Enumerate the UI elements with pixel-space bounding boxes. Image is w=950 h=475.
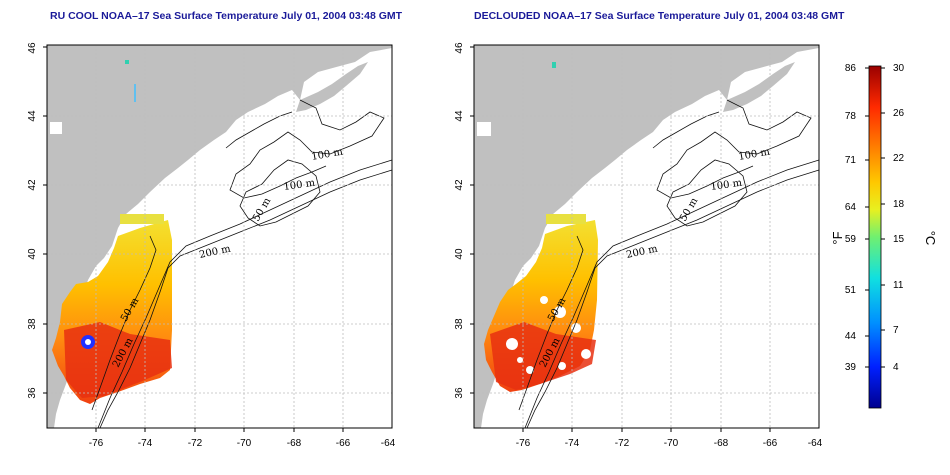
right-panel-title: DECLOUDED NOAA–17 Sea Surface Temperatur… [474, 10, 845, 22]
lat-tick: 40 [454, 248, 465, 260]
f-tick: 71 [845, 155, 857, 166]
lat-tick: 46 [27, 42, 38, 54]
lat-tick: 44 [454, 110, 465, 122]
bathymetry-contours [518, 99, 820, 429]
c-tick: 15 [893, 234, 905, 245]
cloud-gaps [506, 296, 591, 374]
f-tick: 51 [845, 285, 857, 296]
cloud-edge-patch [120, 214, 164, 224]
lon-tick: -72 [188, 438, 203, 449]
lat-tick: 38 [454, 318, 465, 330]
lon-tick: -74 [138, 438, 153, 449]
fahrenheit-unit-label: °F [830, 231, 845, 244]
lat-axis: 36 38 40 42 44 46 [27, 42, 38, 399]
c-tick: 4 [893, 362, 899, 373]
f-tick: 44 [845, 331, 857, 342]
nova-scotia [723, 62, 795, 112]
c-tick: 11 [893, 280, 904, 291]
colorbar: 86 78 71 64 59 51 44 39 30 26 22 18 15 1… [830, 63, 938, 409]
lon-tick: -66 [763, 438, 778, 449]
c-tick: 7 [893, 325, 899, 336]
f-tick: 59 [845, 234, 857, 245]
celsius-scale: 30 26 22 18 15 11 7 4 [893, 63, 905, 373]
lat-tick: 40 [27, 248, 38, 260]
celsius-unit-label: °C [923, 231, 938, 246]
lon-axis: -76 -74 -72 -70 -68 -66 -64 [516, 438, 823, 449]
lat-tick: 42 [454, 179, 465, 191]
f-tick: 39 [845, 362, 857, 373]
lon-tick: -72 [615, 438, 630, 449]
land-mass [47, 45, 392, 428]
lon-tick: -64 [808, 438, 823, 449]
lat-tick: 38 [27, 318, 38, 330]
c-tick: 18 [893, 199, 905, 210]
land-mass [474, 45, 819, 428]
fahrenheit-scale: 86 78 71 64 59 51 44 39 [845, 63, 857, 373]
left-map-panel: 100 m 100 m 50 m 200 m 50 m 200 m -76 -7… [27, 42, 396, 449]
colorbar-gradient [868, 65, 882, 409]
lon-tick: -66 [336, 438, 351, 449]
lat-lon-grid [47, 45, 392, 428]
lon-tick: -68 [287, 438, 302, 449]
lat-tick: 42 [27, 179, 38, 191]
map-frame [46, 44, 393, 429]
lat-lon-grid [474, 45, 819, 428]
lat-tick: 46 [454, 42, 465, 54]
nova-scotia [296, 62, 368, 112]
c-tick: 26 [893, 108, 905, 119]
lon-tick: -70 [664, 438, 679, 449]
contour-label: 100 m [710, 178, 743, 193]
f-tick: 64 [845, 202, 857, 213]
left-panel-title: RU COOL NOAA–17 Sea Surface Temperature … [50, 10, 403, 22]
lon-tick: -68 [714, 438, 729, 449]
f-tick: 86 [845, 63, 857, 74]
lon-axis: -76 -74 -72 -70 -68 -66 -64 [89, 438, 396, 449]
lat-tick: 44 [27, 110, 38, 122]
f-tick: 78 [845, 111, 857, 122]
map-frame [473, 44, 820, 429]
contour-label: 100 m [283, 178, 316, 193]
lon-tick: -76 [89, 438, 104, 449]
cloud-edge-patch [546, 214, 586, 224]
c-tick: 22 [893, 153, 905, 164]
right-map-panel: 100 m 100 m 50 m 200 m 50 m 200 m -76 -7… [454, 42, 823, 449]
lat-tick: 36 [454, 387, 465, 399]
lat-axis: 36 38 40 42 44 46 [454, 42, 465, 399]
lon-tick: -74 [565, 438, 580, 449]
lat-tick: 36 [27, 387, 38, 399]
lon-tick: -76 [516, 438, 531, 449]
bathymetry-contours [91, 99, 393, 429]
lon-tick: -70 [237, 438, 252, 449]
c-tick: 30 [893, 63, 905, 74]
lon-tick: -64 [381, 438, 396, 449]
